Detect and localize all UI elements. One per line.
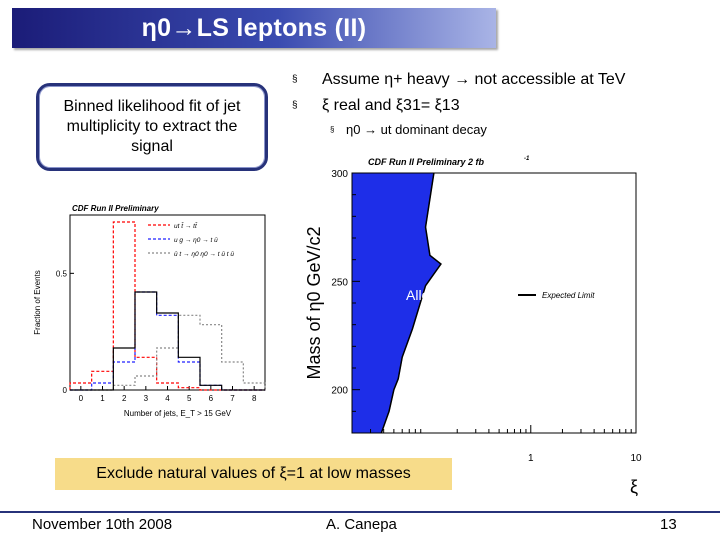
bullet-text: ξ real and ξ31= ξ13 (322, 97, 460, 114)
conclusion-text: Exclude natural values of ξ=1 at low mas… (96, 465, 411, 482)
excl-legend-label: Expected Limit (542, 291, 595, 300)
excl-xtick-label: 10 (630, 453, 642, 464)
excl-xtick-label: 1 (528, 453, 534, 464)
footer-author: A. Canepa (326, 516, 397, 533)
bullet-marker: § (292, 100, 298, 111)
excl-xlabel: ξ (630, 477, 638, 497)
bullet-list: § Assume η+ heavy → not accessible at Te… (292, 67, 712, 141)
conclusion-note: Exclude natural values of ξ=1 at low mas… (55, 458, 452, 490)
hist-legend-label: u g → η0 → t ū (174, 237, 218, 244)
exclusion-limit-chart: CDF Run II Preliminary 2 fb -1 Allowed Expe… (304, 156, 642, 497)
bullet-marker: § (292, 74, 298, 85)
excl-ytick-label: 200 (331, 386, 348, 397)
excl-title: CDF Run II Preliminary 2 fb (368, 157, 485, 167)
callout-line: Binned likelihood fit of jet (63, 98, 241, 115)
title-bar: η0→LS leptons (II) (12, 8, 496, 48)
hist-frame (69, 214, 266, 391)
bullet-text: Assume η+ heavy → not accessible at TeV (322, 71, 626, 88)
hist-ylabel: Fraction of Events (33, 270, 42, 334)
bullet-item: § Assume η+ heavy → not accessible at Te… (292, 67, 712, 93)
excl-ytick-label: 300 (331, 169, 348, 180)
hist-ytick-label: 0 (63, 386, 68, 395)
footer-date: November 10th 2008 (32, 516, 173, 533)
hist-xlabel: Number of jets, E_T > 15 GeV (124, 409, 232, 418)
hist-legend-label: ut t̄ → tt̄ (174, 222, 198, 230)
hist-xtick-label: 6 (209, 394, 214, 403)
hist-xtick-label: 2 (122, 394, 127, 403)
footer-page: 13 (660, 516, 677, 533)
bullet-item: § ξ real and ξ31= ξ13 (292, 93, 712, 119)
slide-title: η0→LS leptons (II) (141, 13, 367, 42)
excl-ylabel: Mass of η0 GeV/c2 (304, 226, 324, 379)
sub-bullet-item: § η0 → ut dominant decay (330, 119, 712, 141)
bullet-marker: § (330, 125, 335, 134)
hist-legend-label: ū t → η0 η0 → t ū t ū (174, 251, 234, 258)
hist-xtick-label: 3 (144, 394, 149, 403)
excl-title-superscript: -1 (524, 156, 530, 162)
hist-xtick-label: 4 (165, 394, 170, 403)
hist-xtick-label: 1 (100, 394, 105, 403)
hist-xtick-label: 5 (187, 394, 192, 403)
footer-rule (0, 511, 720, 513)
callout-line: signal (131, 138, 173, 155)
hist-ytick-label: 0.5 (56, 269, 68, 278)
hist-xtick-label: 7 (230, 394, 235, 403)
hist-xtick-label: 8 (252, 394, 257, 403)
sub-bullet-text: η0 → ut dominant decay (346, 122, 487, 137)
callout-box: Binned likelihood fit of jet multiplicit… (36, 83, 268, 171)
hist-series-3 (70, 291, 265, 391)
excl-expected-limit-line (380, 172, 442, 434)
hist-xtick-label: 0 (79, 394, 84, 403)
excl-region-label: Allowed (406, 287, 455, 303)
callout-line: multiplicity to extract the (66, 118, 238, 135)
hist-title: CDF Run II Preliminary (72, 204, 159, 213)
hist-series-1 (70, 291, 265, 391)
hist-series-0 (69, 221, 265, 391)
excl-ytick-label: 250 (331, 277, 348, 288)
jet-multiplicity-histogram: CDF Run II Preliminary Number of jets, E_… (30, 190, 280, 420)
